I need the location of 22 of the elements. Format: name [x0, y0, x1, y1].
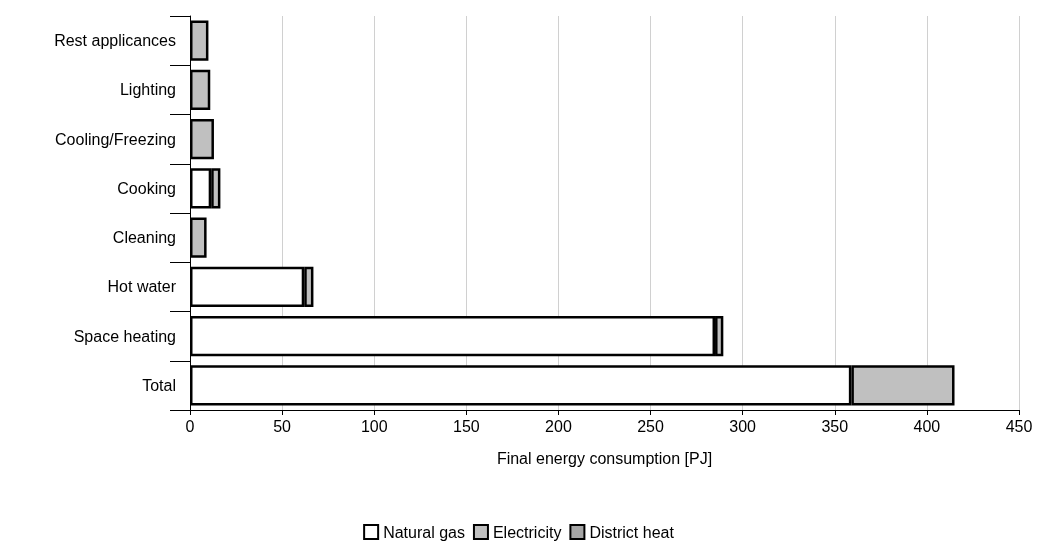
- x-tick-label: 450: [1005, 417, 1033, 435]
- x-tick-label: 100: [360, 417, 388, 435]
- y-tick-label: Cleaning: [112, 229, 176, 247]
- x-tick-label: 350: [821, 417, 849, 435]
- x-tick-label: 300: [729, 417, 757, 435]
- y-tick-label: Rest applicances: [54, 32, 176, 50]
- x-tick-label: 150: [452, 417, 480, 435]
- y-tick-label: Lighting: [119, 81, 176, 99]
- y-tick-label: Space heating: [73, 327, 176, 345]
- y-tick-label: Cooling/Freezing: [55, 130, 176, 148]
- y-tick-label: Total: [142, 376, 176, 394]
- x-tick-label: 250: [637, 417, 664, 435]
- y-tick-label: Cooking: [117, 179, 176, 197]
- legend-label: Natural gas: [383, 523, 465, 541]
- legend-label: Electricity: [492, 523, 562, 541]
- x-tick-label: 0: [185, 417, 195, 435]
- x-tick-label: 200: [545, 417, 572, 435]
- x-axis-title: Final energy consumption [PJ]: [496, 449, 713, 467]
- legend-label: District heat: [589, 523, 675, 541]
- x-tick-label: 400: [913, 417, 941, 435]
- y-tick-label: Hot water: [107, 278, 177, 296]
- x-tick-label: 50: [273, 417, 292, 435]
